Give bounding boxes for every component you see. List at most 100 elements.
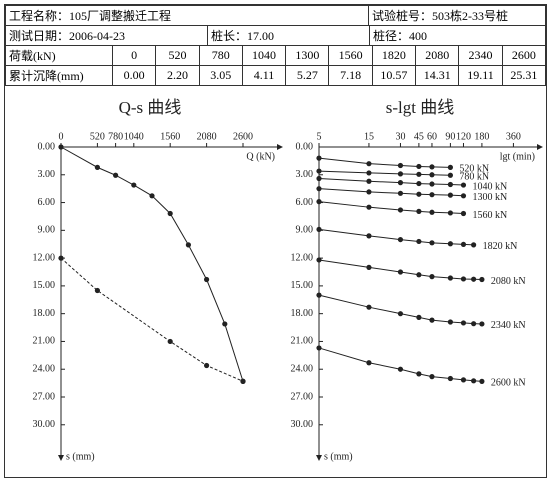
x-axis-label: lgt (min) (500, 151, 535, 162)
point (167, 338, 173, 345)
x-tick-label: 60 (427, 131, 437, 142)
point (429, 374, 435, 380)
y-tick-label: 0.00 (296, 141, 314, 152)
series-label: 780 kN (459, 172, 489, 183)
point (471, 378, 477, 384)
point (149, 193, 155, 199)
cell: 5.27 (285, 65, 330, 86)
point (397, 171, 404, 177)
y-tick-label: 18.00 (33, 308, 56, 319)
point (471, 321, 477, 327)
point (460, 210, 467, 217)
chart-title: Q-s 曲线 (119, 98, 182, 117)
y-tick-label: 21.00 (33, 336, 56, 347)
series-line (318, 188, 464, 197)
x-tick-label: 45 (414, 131, 424, 142)
y-tick-label: 3.00 (38, 169, 56, 180)
y-tick-label: 12.00 (291, 252, 314, 263)
point (397, 311, 404, 317)
point (429, 317, 435, 323)
point (416, 208, 422, 214)
point (316, 199, 322, 205)
x-tick-label: 780 (108, 131, 123, 142)
point (366, 204, 372, 210)
charts: Q-s 曲线Q (kN)s (mm)0 520 780 1040 1560 2080 260… (33, 98, 543, 462)
point (471, 276, 477, 282)
series-label: 2600 kN (491, 378, 526, 389)
point (471, 242, 477, 248)
point (429, 240, 435, 246)
point (316, 292, 322, 298)
report: 工程名称：105厂调整搬迁工程 试验桩号：503栋2-33号桩 测试日期：2006… (4, 4, 547, 478)
point (447, 275, 453, 281)
point (447, 164, 453, 170)
point (316, 155, 322, 161)
point (416, 163, 422, 170)
point (447, 241, 453, 247)
y-tick-label: 27.00 (291, 391, 314, 402)
point (204, 276, 210, 283)
point (460, 320, 467, 326)
x-tick-label: 2600 (233, 131, 253, 142)
series-line (318, 347, 482, 382)
x-tick-label: 2080 (197, 131, 217, 142)
point (416, 180, 422, 187)
y-tick-label: 0.00 (38, 141, 56, 152)
y-tick-label: 15.00 (33, 280, 56, 291)
x-tick-label: 0 (59, 131, 64, 142)
point (316, 186, 322, 192)
point (366, 233, 372, 239)
point (316, 257, 322, 263)
point (447, 192, 453, 198)
series-label: 1820 kN (483, 241, 518, 252)
y-tick-label: 12.00 (33, 252, 56, 263)
series-line (318, 201, 464, 214)
x-tick-label: 360 (506, 131, 521, 142)
point (397, 236, 404, 243)
series-line (318, 157, 451, 168)
y-axis-arrow (316, 455, 322, 461)
y-tick-label: 3.00 (296, 169, 314, 180)
point (316, 226, 322, 233)
series-label: 1300 kN (472, 192, 507, 203)
x-tick-label: 15 (364, 131, 374, 142)
series-line (60, 257, 244, 382)
point (416, 191, 422, 197)
point (416, 371, 422, 377)
point (460, 276, 467, 282)
series-line (318, 294, 482, 325)
point (58, 255, 64, 261)
x-tick-label: 180 (474, 131, 489, 142)
point (447, 375, 453, 382)
point (447, 172, 453, 178)
y-tick-label: 6.00 (38, 197, 56, 208)
point (429, 274, 435, 280)
point (416, 238, 422, 245)
x-tick-label: 90 (445, 131, 455, 142)
point (429, 209, 435, 215)
point (460, 182, 467, 188)
point (479, 378, 485, 384)
point (366, 170, 372, 176)
point (222, 321, 228, 327)
y-tick-label: 30.00 (291, 419, 314, 430)
point (316, 345, 322, 351)
point (429, 192, 435, 198)
point (397, 269, 404, 275)
series-label: 1560 kN (472, 210, 507, 221)
series-line (318, 177, 464, 186)
data-table: 荷载(kN) 0 520 780 1040 1300 1560 1820 2080 2340 260… (5, 45, 547, 86)
point (94, 164, 100, 170)
point (113, 172, 119, 178)
x-tick-label: 1040 (124, 131, 144, 142)
point (185, 242, 191, 248)
info-table: 测试日期：2006-04-23 桩长：17.00 桩径：400 (5, 25, 546, 46)
cell: 2.20 (155, 65, 200, 86)
x-tick-label: 30 (395, 131, 405, 142)
cell: 19.11 (458, 65, 503, 86)
series-label: 2080 kN (491, 276, 526, 287)
cell: 7.18 (328, 65, 373, 86)
point (204, 362, 210, 369)
series-label: 2340 kN (491, 320, 526, 331)
cell: 14.31 (415, 65, 460, 86)
